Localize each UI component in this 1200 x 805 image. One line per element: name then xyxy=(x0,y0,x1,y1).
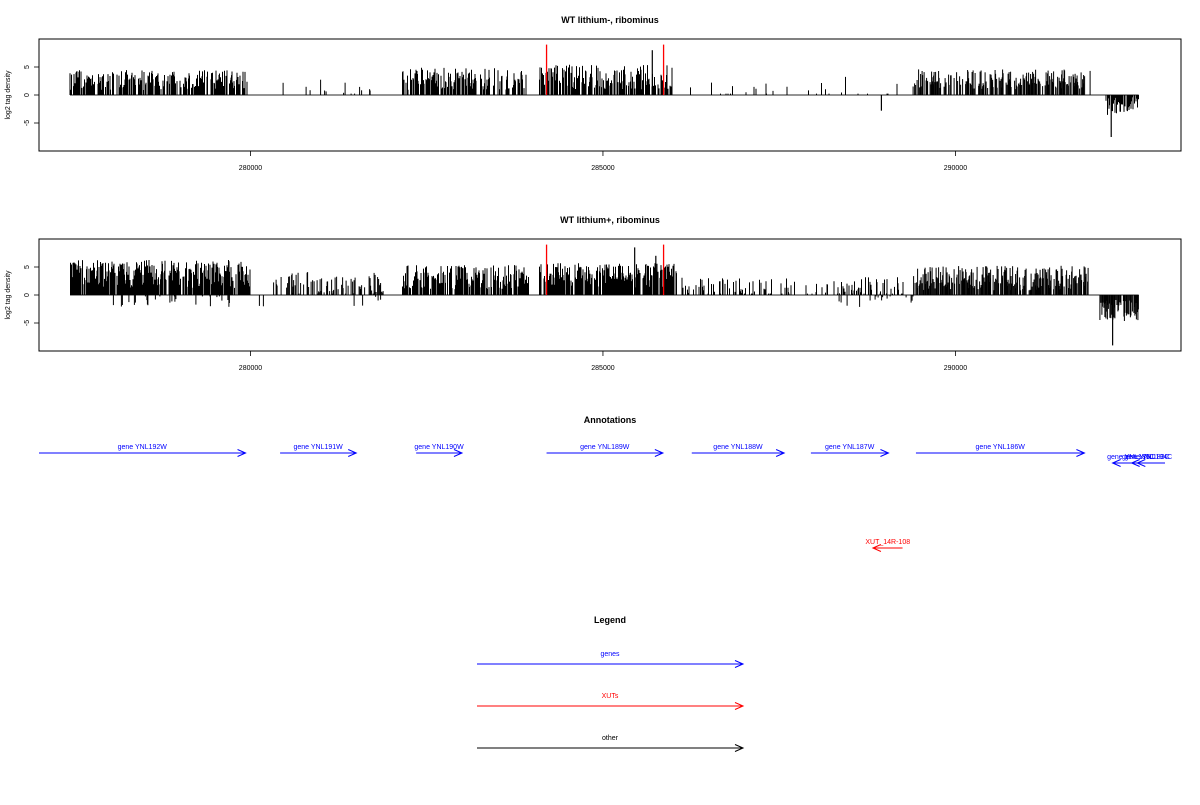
y-axis: -5 0 5 log2 tag density xyxy=(5,265,39,326)
xut-arrow xyxy=(871,544,903,552)
gene-arrow xyxy=(546,449,665,457)
gene-arrow xyxy=(39,449,247,457)
x-tick-label: 290000 xyxy=(944,165,967,172)
legend: Legend genes XUTs other xyxy=(477,615,745,752)
gene-label: gene YNL183C xyxy=(1122,454,1170,461)
y-tick-label: 0 xyxy=(24,293,31,297)
gene-arrow xyxy=(915,449,1086,457)
gene-label: gene YNL192W xyxy=(118,444,168,451)
y-tick-label: -5 xyxy=(24,120,31,126)
legend-arrow-genes xyxy=(477,660,745,668)
legend-label: genes xyxy=(600,651,620,658)
track-panel-2: WT lithium+, ribominus -5 0 5 log2 tag densi… xyxy=(5,215,1182,372)
y-tick-label: 5 xyxy=(24,65,31,69)
annotations-title: Annotations xyxy=(584,415,637,425)
gene-label: gene YNL189W xyxy=(580,444,630,451)
y-axis-label: log2 tag density xyxy=(5,270,12,320)
legend-label: XUTs xyxy=(602,693,619,700)
gene-label: gene YNL186W xyxy=(976,444,1026,451)
gene-label: gene YNL191W xyxy=(294,444,344,451)
gene-arrow xyxy=(691,449,786,457)
xut-label: XUT_14R-108 xyxy=(865,539,910,546)
gene-arrow xyxy=(416,449,464,457)
x-tick-label: 285000 xyxy=(591,365,614,372)
gene-label: gene YNL187W xyxy=(825,444,875,451)
x-axis: 280000 285000 290000 xyxy=(239,151,967,172)
y-tick-label: -5 xyxy=(24,320,31,326)
x-tick-label: 290000 xyxy=(944,365,967,372)
panel-title: WT lithium-, ribominus xyxy=(561,15,659,25)
legend-arrow-other xyxy=(477,744,745,752)
annotations-track: Annotations gene YNL192W gene YNL191W gene … xyxy=(39,415,1172,552)
y-axis: -5 0 5 log2 tag density xyxy=(5,65,39,126)
gene-label: gene YNL188W xyxy=(713,444,763,451)
signal-bars xyxy=(69,50,1139,137)
panel-title: WT lithium+, ribominus xyxy=(560,215,660,225)
gene-label: gene YNL185C xyxy=(1107,454,1155,461)
track-panel-1: WT lithium-, ribominus -5 0 5 log2 tag densi… xyxy=(5,15,1182,172)
x-axis: 280000 285000 290000 xyxy=(239,351,967,372)
gene-arrow xyxy=(810,449,890,457)
signal-bars xyxy=(70,247,1139,346)
x-tick-label: 280000 xyxy=(239,165,262,172)
y-axis-label: log2 tag density xyxy=(5,70,12,120)
gene-label: gene YNL190W xyxy=(414,444,464,451)
legend-arrow-xuts xyxy=(477,702,745,710)
gene-arrow xyxy=(1136,459,1155,467)
legend-title: Legend xyxy=(594,615,626,625)
legend-label: other xyxy=(602,735,619,742)
x-tick-label: 280000 xyxy=(239,365,262,372)
x-tick-label: 285000 xyxy=(591,165,614,172)
gene-arrow xyxy=(280,449,358,457)
gene-label: gene YNL184C xyxy=(1124,454,1172,461)
y-tick-label: 0 xyxy=(24,93,31,97)
y-tick-label: 5 xyxy=(24,265,31,269)
